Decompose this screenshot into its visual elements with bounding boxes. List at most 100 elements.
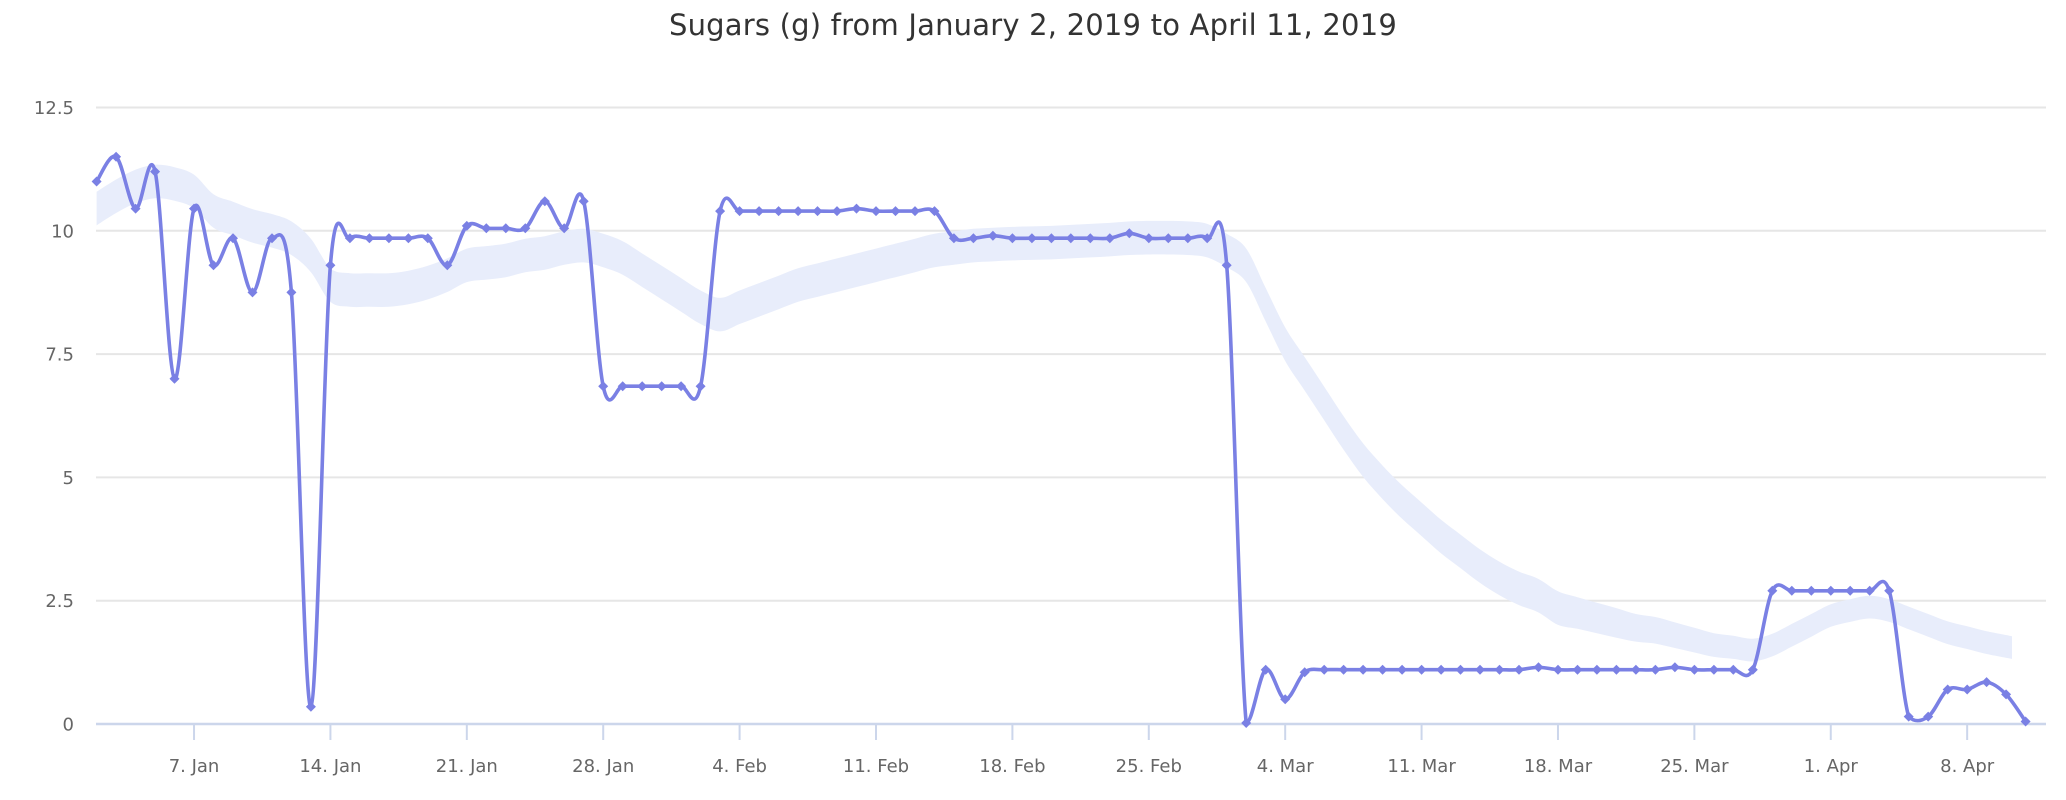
data-point-marker[interactable] [656, 381, 667, 392]
data-point-marker[interactable] [1494, 664, 1505, 675]
data-point-marker[interactable] [228, 233, 238, 244]
data-point-marker[interactable] [734, 206, 745, 217]
data-point-marker[interactable] [1864, 585, 1875, 596]
data-point-marker[interactable] [1026, 233, 1037, 244]
data-point-marker[interactable] [1124, 228, 1135, 239]
data-point-marker[interactable] [208, 260, 219, 271]
data-point-marker[interactable] [637, 381, 648, 392]
data-point-marker[interactable] [1007, 233, 1018, 244]
data-point-marker[interactable] [1630, 664, 1641, 675]
data-point-marker[interactable] [1611, 664, 1622, 675]
data-point-marker[interactable] [91, 176, 102, 187]
data-point-marker[interactable] [442, 260, 453, 271]
data-point-marker[interactable] [1065, 233, 1076, 244]
data-point-marker[interactable] [617, 381, 628, 392]
data-point-marker[interactable] [695, 381, 706, 392]
data-point-marker[interactable] [676, 381, 687, 392]
data-point-marker[interactable] [1436, 664, 1447, 675]
data-point-marker[interactable] [130, 203, 141, 214]
data-point-marker[interactable] [1221, 260, 1232, 271]
data-point-marker[interactable] [364, 233, 375, 244]
data-point-marker[interactable] [520, 223, 531, 234]
data-point-marker[interactable] [325, 260, 336, 271]
data-point-marker[interactable] [1280, 694, 1291, 705]
data-point-marker[interactable] [267, 233, 277, 244]
data-point-marker[interactable] [948, 233, 959, 244]
data-point-marker[interactable] [1202, 233, 1213, 244]
data-point-marker[interactable] [403, 233, 414, 244]
data-point-marker[interactable] [344, 233, 355, 244]
data-point-marker[interactable] [1338, 664, 1349, 675]
data-point-marker[interactable] [1825, 585, 1836, 596]
data-point-marker[interactable] [578, 196, 589, 207]
data-point-marker[interactable] [598, 381, 609, 392]
data-point-marker[interactable] [1689, 664, 1700, 675]
data-point-marker[interactable] [987, 230, 998, 241]
data-point-marker[interactable] [754, 206, 765, 217]
data-point-marker[interactable] [1669, 662, 1680, 673]
data-point-marker[interactable] [1923, 711, 1934, 722]
data-point-marker[interactable] [169, 373, 180, 384]
data-point-marker[interactable] [715, 206, 726, 217]
data-point-marker[interactable] [1319, 664, 1330, 675]
data-point-marker[interactable] [1299, 667, 1310, 678]
data-point-marker[interactable] [2001, 689, 2012, 700]
data-point-marker[interactable] [1514, 664, 1524, 675]
data-point-marker[interactable] [1104, 233, 1115, 244]
data-point-marker[interactable] [1533, 662, 1544, 673]
data-point-marker[interactable] [539, 196, 550, 207]
data-point-marker[interactable] [1884, 585, 1895, 596]
data-point-marker[interactable] [1767, 585, 1778, 596]
data-point-marker[interactable] [1182, 233, 1193, 244]
data-point-marker[interactable] [910, 206, 920, 217]
data-point-marker[interactable] [773, 206, 784, 217]
data-point-marker[interactable] [890, 206, 901, 217]
data-point-marker[interactable] [1260, 664, 1271, 675]
data-point-marker[interactable] [383, 233, 394, 244]
data-point-marker[interactable] [1397, 664, 1408, 675]
data-point-marker[interactable] [1962, 684, 1973, 695]
data-point-marker[interactable] [422, 233, 433, 244]
data-point-marker[interactable] [1786, 585, 1797, 596]
data-point-marker[interactable] [1708, 664, 1719, 675]
data-point-marker[interactable] [1143, 233, 1154, 244]
data-point-marker[interactable] [968, 233, 979, 244]
data-point-marker[interactable] [1085, 233, 1096, 244]
data-point-marker[interactable] [1981, 677, 1992, 688]
data-point-marker[interactable] [305, 701, 316, 712]
data-point-marker[interactable] [929, 206, 940, 217]
data-point-marker[interactable] [1241, 718, 1252, 728]
data-point-marker[interactable] [1553, 664, 1563, 675]
data-point-marker[interactable] [189, 203, 199, 214]
data-point-marker[interactable] [1903, 711, 1914, 722]
data-point-marker[interactable] [1046, 233, 1057, 244]
data-point-marker[interactable] [793, 206, 804, 217]
data-point-marker[interactable] [150, 166, 161, 177]
data-point-marker[interactable] [1358, 664, 1369, 675]
data-point-marker[interactable] [1163, 233, 1174, 244]
data-point-marker[interactable] [1475, 664, 1485, 675]
data-point-marker[interactable] [1377, 664, 1388, 675]
data-point-marker[interactable] [111, 151, 122, 162]
data-point-marker[interactable] [461, 220, 472, 231]
data-point-marker[interactable] [1572, 664, 1583, 675]
data-point-marker[interactable] [500, 223, 511, 234]
data-point-marker[interactable] [286, 287, 297, 298]
data-point-marker[interactable] [247, 287, 258, 298]
data-point-marker[interactable] [1845, 585, 1856, 596]
data-point-marker[interactable] [2020, 716, 2031, 727]
data-point-marker[interactable] [851, 203, 862, 214]
data-point-marker[interactable] [1591, 664, 1602, 675]
trend-band-area[interactable] [96, 164, 2013, 662]
data-point-marker[interactable] [1416, 664, 1427, 675]
data-point-marker[interactable] [1942, 684, 1953, 695]
data-point-marker[interactable] [832, 206, 842, 217]
data-point-marker[interactable] [1650, 664, 1661, 675]
data-point-marker[interactable] [559, 223, 570, 234]
data-point-marker[interactable] [1728, 664, 1739, 675]
data-point-marker[interactable] [812, 206, 823, 217]
data-point-marker[interactable] [871, 206, 881, 217]
data-point-marker[interactable] [1747, 664, 1758, 675]
data-point-marker[interactable] [1455, 664, 1466, 675]
data-point-marker[interactable] [481, 223, 492, 234]
